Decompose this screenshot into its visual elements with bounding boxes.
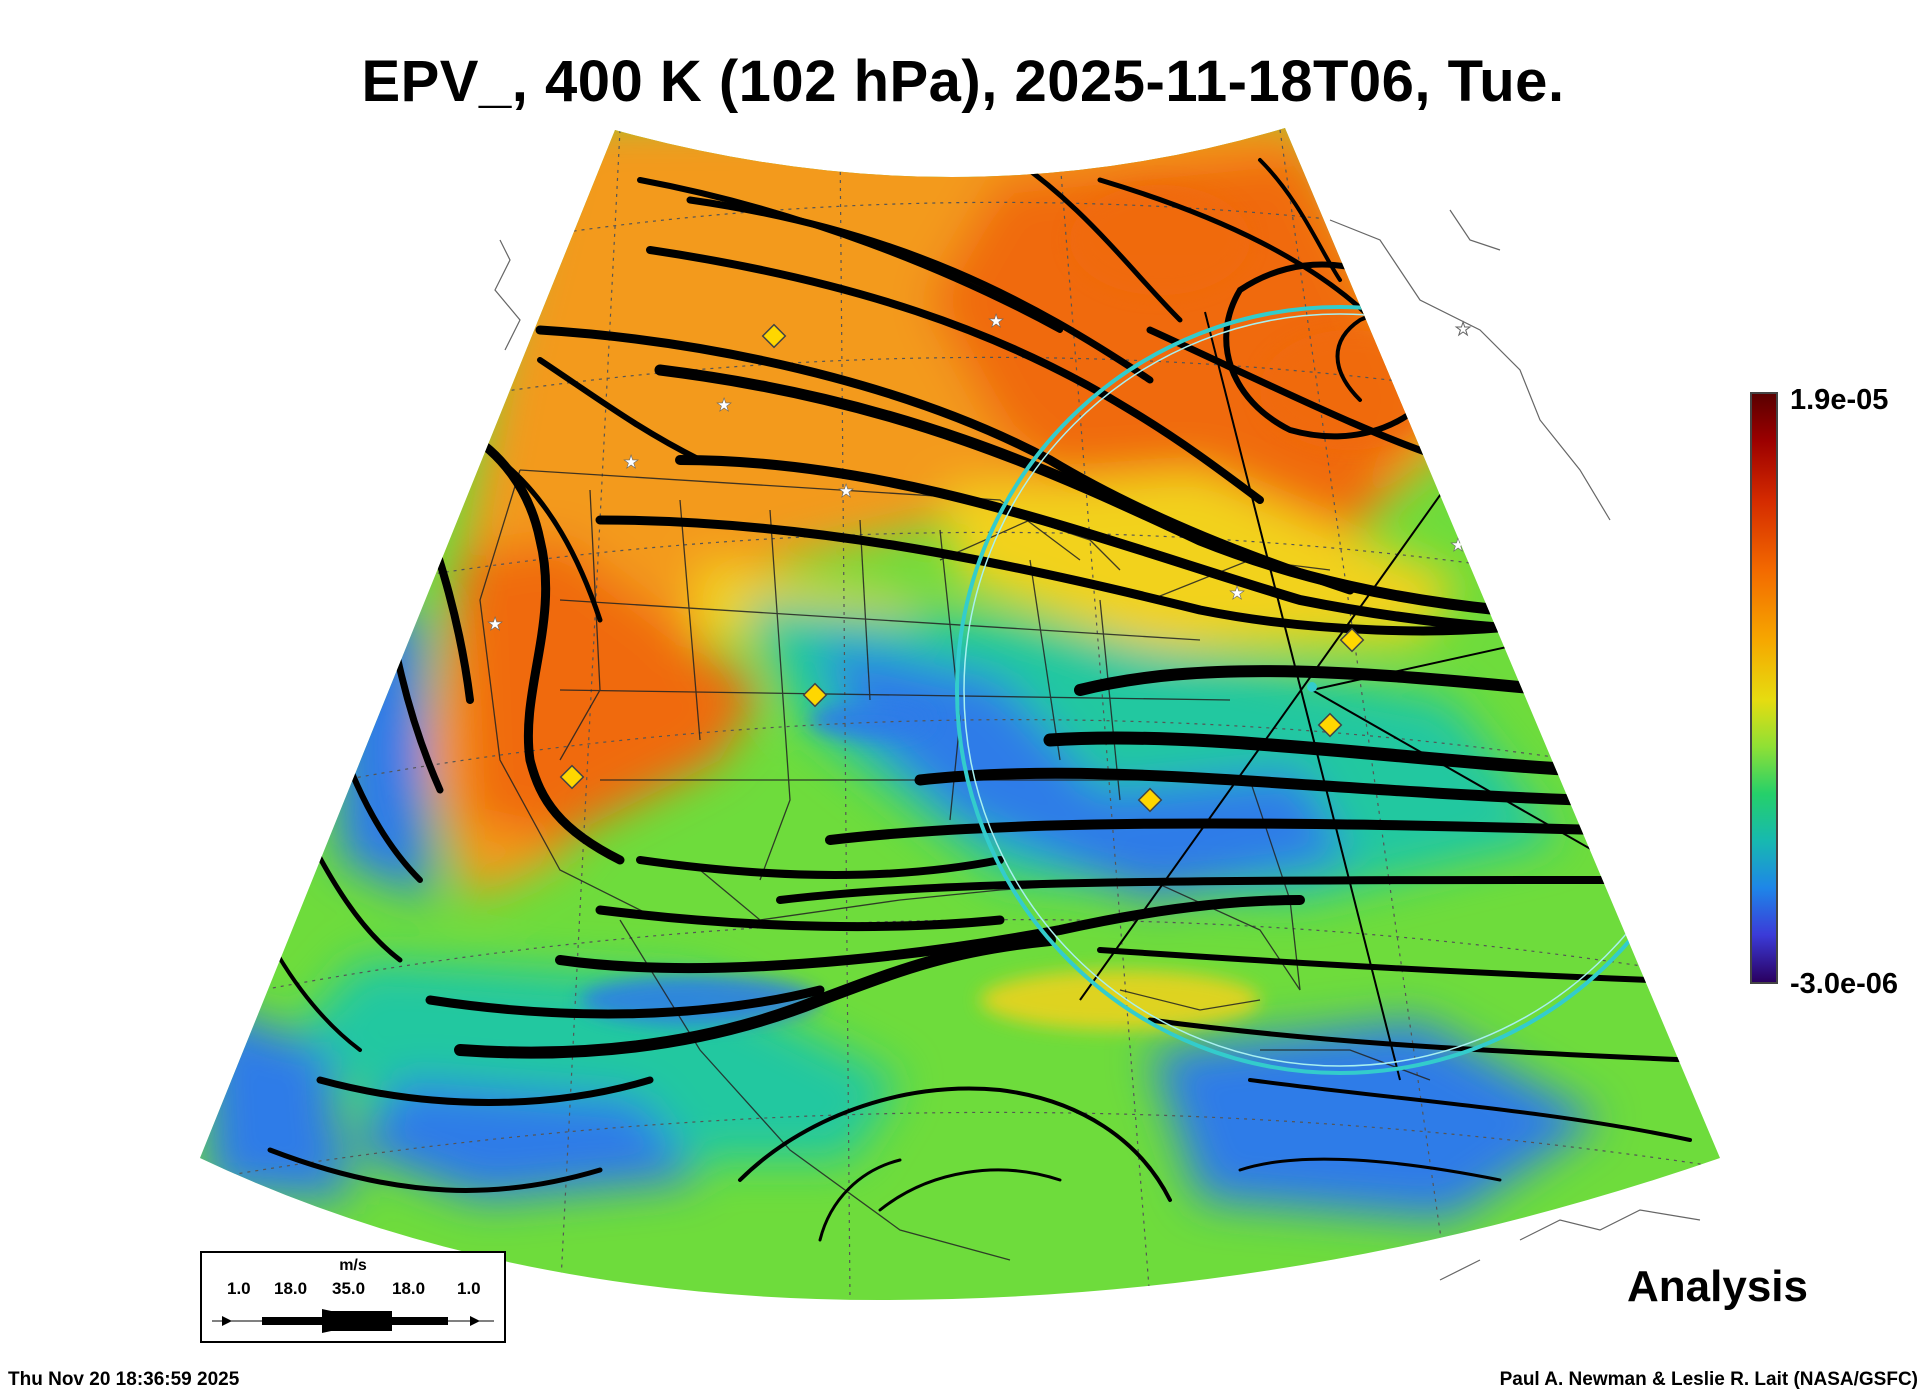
colorbar-max-label: 1.9e-05: [1790, 384, 1889, 416]
legend-value: 18.0: [274, 1279, 308, 1298]
range-ring: [955, 305, 1720, 1075]
footer-credit: Paul A. Newman & Leslie R. Lait (NASA/GS…: [1499, 1369, 1918, 1390]
svg-text:★: ★: [1450, 535, 1466, 556]
star-icon: ★: [1455, 319, 1471, 339]
svg-text:★: ★: [716, 395, 732, 416]
legend-value: 1.0: [227, 1279, 251, 1298]
svg-text:★: ★: [1229, 583, 1245, 604]
legend-value: 1.0: [457, 1279, 481, 1298]
star-marker: ★ ★ ★ ★ ★ ★ ★: [487, 311, 1467, 636]
svg-text:★: ★: [838, 481, 854, 502]
colorbar-min-label: -3.0e-06: [1790, 968, 1899, 1000]
svg-text:★: ★: [487, 614, 503, 635]
analysis-label: Analysis: [1627, 1262, 1808, 1311]
legend-unit: m/s: [339, 1257, 367, 1274]
svg-text:★: ★: [988, 311, 1004, 332]
legend-value: 35.0: [332, 1279, 366, 1298]
footer-timestamp: Thu Nov 20 18:36:59 2025: [8, 1369, 240, 1390]
legend-arrow-scale: [212, 1309, 494, 1333]
site-markers: ★ ★ ★ ★ ★ ★ ★: [487, 311, 1467, 813]
svg-text:★: ★: [623, 452, 639, 473]
outer-coastlines: [494, 209, 1701, 1281]
legend-value: 18.0: [392, 1279, 426, 1298]
chart-title: EPV_, 400 K (102 hPa), 2025-11-18T06, Tu…: [361, 49, 1565, 114]
wind-speed-legend: m/s 1.0 18.0 35.0 18.0 1.0: [200, 1251, 506, 1343]
wind-streamlines: [248, 147, 1693, 1242]
epv-color-field: ★ ★ ★ ★ ★ ★ ★: [200, 128, 1720, 1300]
colorbar: [1750, 392, 1778, 984]
diamond-marker: [559, 323, 1365, 813]
